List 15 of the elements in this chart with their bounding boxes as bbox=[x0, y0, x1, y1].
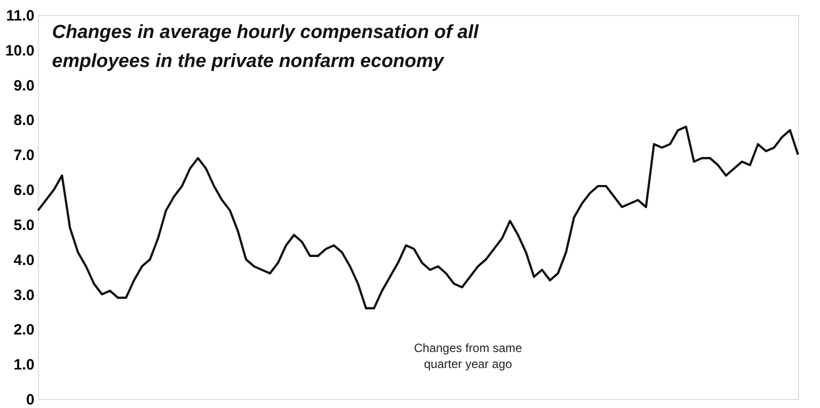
y-tick-label: 6.0 bbox=[14, 182, 34, 200]
y-tick-label: 11.0 bbox=[6, 8, 34, 24]
line-series bbox=[36, 126, 800, 310]
y-tick-label: 10.0 bbox=[5, 42, 34, 60]
y-tick-label: 7.0 bbox=[14, 147, 34, 164]
y-tick-label: 8.0 bbox=[14, 112, 34, 130]
annotation: Changes from same quarter year ago bbox=[414, 341, 522, 371]
y-tick-label: 4.0 bbox=[14, 252, 34, 269]
y-tick-label: 3.0 bbox=[14, 286, 34, 304]
y-tick-label: 9.0 bbox=[14, 77, 34, 94]
y-tick-label: 5.0 bbox=[14, 216, 34, 234]
y-tick-label: 2.0 bbox=[14, 322, 34, 339]
y-tick-label: 1.0 bbox=[14, 356, 34, 374]
y-tick-label: 0 bbox=[26, 392, 34, 408]
text: Changes in average hourly compensation of all employees in the private nonfarm economy bbox=[52, 22, 480, 72]
